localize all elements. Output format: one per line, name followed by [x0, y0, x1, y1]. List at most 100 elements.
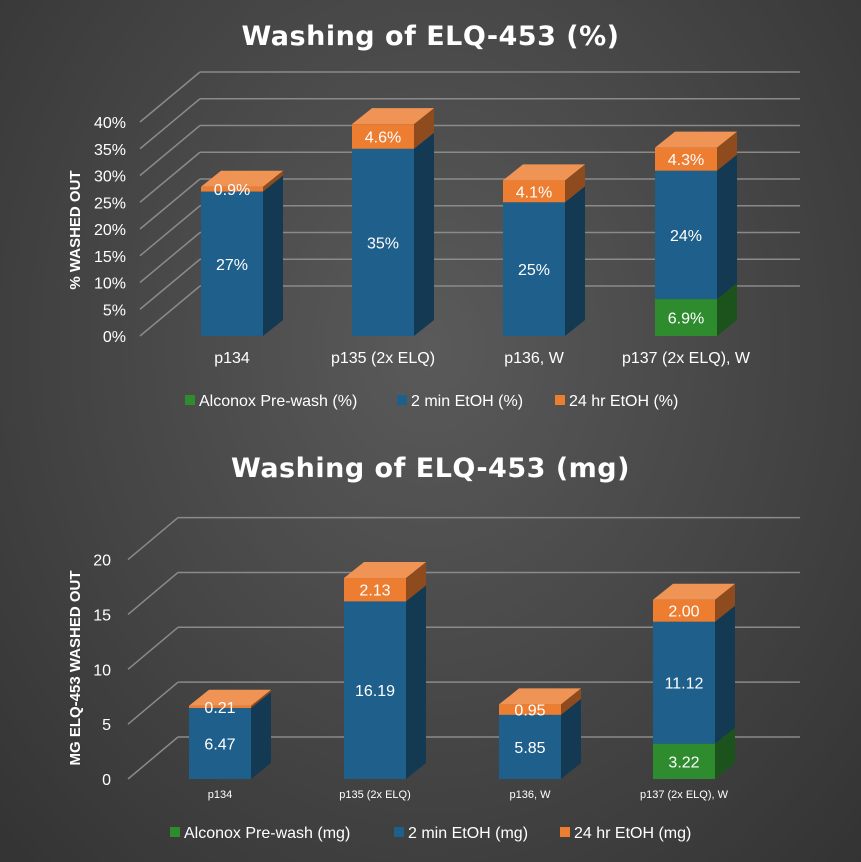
gridline-depth — [139, 285, 201, 337]
bar-segment-side — [406, 585, 426, 779]
gridline-depth — [139, 151, 201, 203]
legend-swatch — [170, 827, 180, 837]
chart-2: Washing of ELQ-453 (mg) 0 5 10 15 20 MG ELQ-45… — [67, 453, 800, 842]
data-label: 25% — [518, 262, 550, 279]
data-label: 0.9% — [214, 182, 250, 199]
gridline-depth — [139, 205, 201, 257]
y-tick-label: 5 — [102, 717, 111, 734]
data-label: 16.19 — [355, 683, 395, 700]
chart-title: Washing of ELQ-453 (mg) — [231, 453, 630, 484]
bar-segment-top — [189, 689, 271, 706]
legend-label: 2 min EtOH (%) — [411, 393, 523, 410]
x-tick-label: p136, W — [504, 350, 564, 367]
y-tick-label: 0% — [103, 329, 126, 346]
data-label: 2.00 — [668, 604, 699, 621]
bar-segment-side — [406, 562, 426, 602]
data-label: 0.21 — [204, 700, 235, 717]
bar-segment-top — [352, 108, 434, 125]
bar-segment-front — [189, 705, 251, 709]
data-label: 2.13 — [359, 583, 390, 600]
y-axis-label: % WASHED OUT — [67, 170, 84, 289]
bar-segment-front — [352, 148, 414, 336]
gridline-depth — [139, 231, 201, 284]
chart-title: Washing of ELQ-453 (%) — [241, 21, 619, 52]
bar-group-p134: 27% 0.9% — [201, 170, 283, 336]
bar-segment-side — [717, 154, 737, 300]
x-tick-label: p134 — [208, 789, 232, 801]
bar-group-p137-2x-elq-w: 3.22 11.12 2.00 — [653, 583, 735, 779]
bar-segment-front — [499, 704, 561, 715]
gridline-depth — [139, 258, 201, 310]
legend-swatch — [560, 827, 570, 837]
gridline-depth — [139, 124, 201, 177]
gridline — [139, 71, 800, 123]
gridline — [127, 571, 800, 616]
legend-swatch — [397, 395, 407, 405]
data-label: 6.47 — [204, 737, 235, 754]
data-label: 4.6% — [365, 129, 401, 146]
bar-segment-side — [561, 698, 581, 779]
legend-swatch — [555, 395, 565, 405]
legend-swatch — [394, 827, 404, 837]
x-tick-label: p135 (2x ELQ) — [331, 350, 435, 367]
legend-label: 24 hr EtOH (%) — [569, 393, 678, 410]
bar-segment-top — [201, 170, 283, 187]
gridline-depth — [127, 681, 179, 725]
bar-segment-front — [653, 743, 715, 779]
bar-segment-front — [655, 299, 717, 336]
x-tick-label: p136, W — [510, 789, 552, 801]
data-label: 27% — [216, 257, 248, 274]
bar-segment-side — [414, 108, 434, 149]
y-tick-label: 20% — [94, 222, 126, 239]
bar-segment-side — [715, 583, 735, 622]
legend-label: 2 min EtOH (mg) — [408, 825, 528, 842]
bar-segment-side — [715, 727, 735, 779]
gridline-depth — [127, 517, 179, 561]
bar-segment-front — [653, 599, 715, 622]
bar-group-p135-2x-elq-: 16.19 2.13 — [344, 562, 426, 779]
bar-segment-front — [653, 621, 715, 744]
bar-segment-side — [717, 131, 737, 171]
y-tick-label: 10% — [94, 276, 126, 293]
bar-segment-front — [503, 202, 565, 336]
bar-segment-side — [561, 688, 581, 715]
bar-segment-front — [344, 601, 406, 779]
bar-segment-top — [503, 164, 585, 181]
bar-segment-side — [565, 186, 585, 336]
legend-swatch — [185, 395, 195, 405]
data-label: 0.95 — [514, 703, 545, 720]
y-tick-label: 30% — [94, 169, 126, 186]
bar-segment-side — [263, 170, 283, 192]
bar-segment-side — [715, 605, 735, 744]
bar-group-p134: 6.47 0.21 — [189, 689, 271, 779]
data-label: 4.3% — [668, 152, 704, 169]
gridline — [127, 516, 800, 561]
bar-segment-side — [251, 689, 271, 709]
data-label: 4.1% — [516, 184, 552, 201]
bar-segment-front — [201, 191, 263, 336]
bar-group-p135-2x-elq-: 35% 4.6% — [352, 108, 434, 336]
data-label: 35% — [367, 235, 399, 252]
gridline-depth — [139, 98, 201, 150]
bar-group-p136-w: 0.005.850.95 — [499, 688, 581, 781]
gridline — [139, 98, 800, 150]
bar-segment-side — [263, 175, 283, 336]
y-axis-label: MG ELQ-453 WASHED OUT — [67, 570, 84, 765]
legend: Alconox Pre-wash (%) 2 min EtOH (%) 24 hr … — [185, 393, 678, 410]
y-tick-label: 40% — [94, 115, 126, 132]
y-tick-label: 35% — [94, 142, 126, 159]
bar-segment-side — [251, 692, 271, 779]
gridline-depth — [127, 571, 179, 616]
legend-label: Alconox Pre-wash (mg) — [184, 825, 350, 842]
gridline-depth — [139, 178, 201, 230]
bar-segment-front — [655, 170, 717, 300]
data-label: 24% — [670, 228, 702, 245]
bar-segment-side — [717, 283, 737, 336]
x-tick-label: p137 (2x ELQ), W — [622, 350, 751, 367]
bar-segment-front — [503, 180, 565, 203]
bar-segment-front — [655, 147, 717, 171]
y-tick-label: 15 — [93, 607, 111, 624]
gridline-depth — [127, 736, 179, 780]
bar-segment-top — [655, 131, 737, 148]
